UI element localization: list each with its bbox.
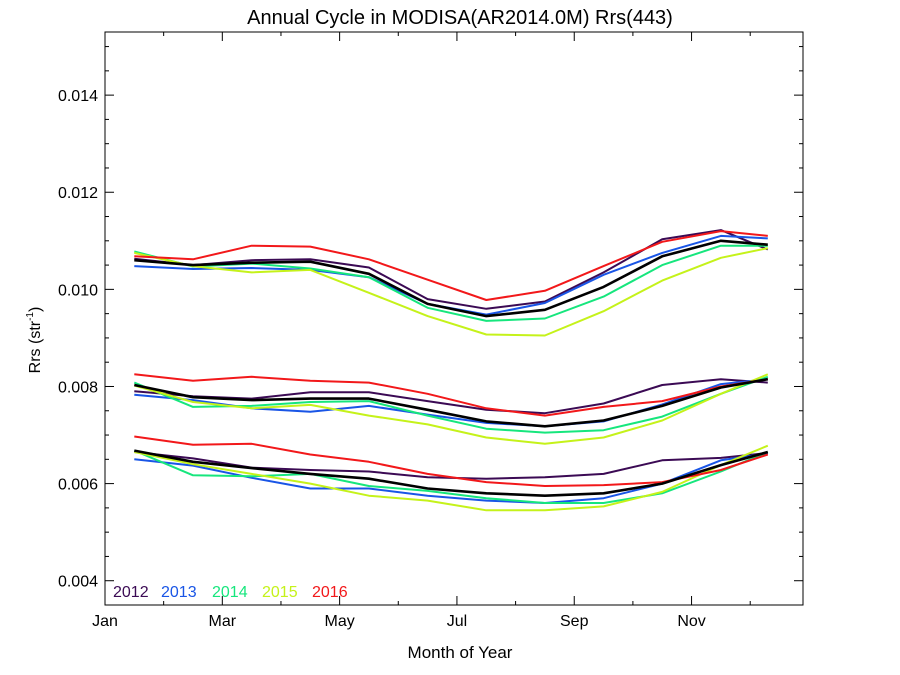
series-line-upper-2015 (134, 247, 769, 337)
series-line-lower-2015 (134, 444, 769, 512)
plot-frame (104, 31, 804, 606)
y-axis-title-exponent: -1 (25, 312, 36, 321)
x-tick-label: Nov (677, 613, 705, 630)
series-line-middle-2015 (134, 373, 769, 445)
x-tick-label: Jul (447, 613, 467, 630)
series-line-lower-2014 (133, 449, 769, 504)
y-tick-label: 0.012 (58, 185, 98, 202)
legend-item-2012: 2012 (113, 584, 149, 601)
series-line-upper-2012 (134, 229, 769, 310)
axis-ticks: 0.004 0.006 0.008 0.010 0.012 0.014 Jan Mar May J… (58, 32, 803, 630)
chart-title: Annual Cycle in MODISA(AR2014.0M) Rrs(44… (247, 7, 673, 29)
legend: 2012 2013 2014 2015 2016 (113, 584, 348, 601)
y-tick-label: 0.010 (58, 282, 98, 299)
series-line-lower-mean (134, 449, 769, 498)
y-tick-label: 0.008 (58, 379, 98, 396)
legend-item-2015: 2015 (262, 584, 298, 601)
svg-text:Rrs (str-1): Rrs (str-1) (25, 307, 44, 374)
series-line-middle-2016 (134, 373, 768, 417)
y-axis-title-main: Rrs (str (27, 320, 44, 373)
y-tick-label: 0.006 (58, 477, 98, 494)
legend-item-2014: 2014 (212, 584, 248, 601)
x-tick-label: Sep (560, 613, 589, 630)
x-tick-label: May (325, 613, 355, 630)
series-line-middle-mean (134, 377, 769, 428)
x-tick-label: Mar (209, 613, 237, 630)
y-axis-title-end: ) (27, 307, 44, 312)
x-axis-title: Month of Year (408, 643, 513, 662)
y-tick-label: 0.004 (58, 574, 98, 591)
series-line-upper-mean (134, 239, 768, 318)
series-line-middle-2014 (133, 375, 769, 434)
series-line-upper-2016 (134, 230, 768, 301)
legend-item-2013: 2013 (161, 584, 197, 601)
y-axis-title: Rrs (str-1) (25, 307, 44, 374)
x-tick-label: Jan (92, 613, 118, 630)
series-line-middle-2012 (134, 378, 768, 415)
series-lines (133, 229, 769, 512)
legend-item-2016: 2016 (312, 584, 348, 601)
y-tick-label: 0.014 (58, 88, 98, 105)
